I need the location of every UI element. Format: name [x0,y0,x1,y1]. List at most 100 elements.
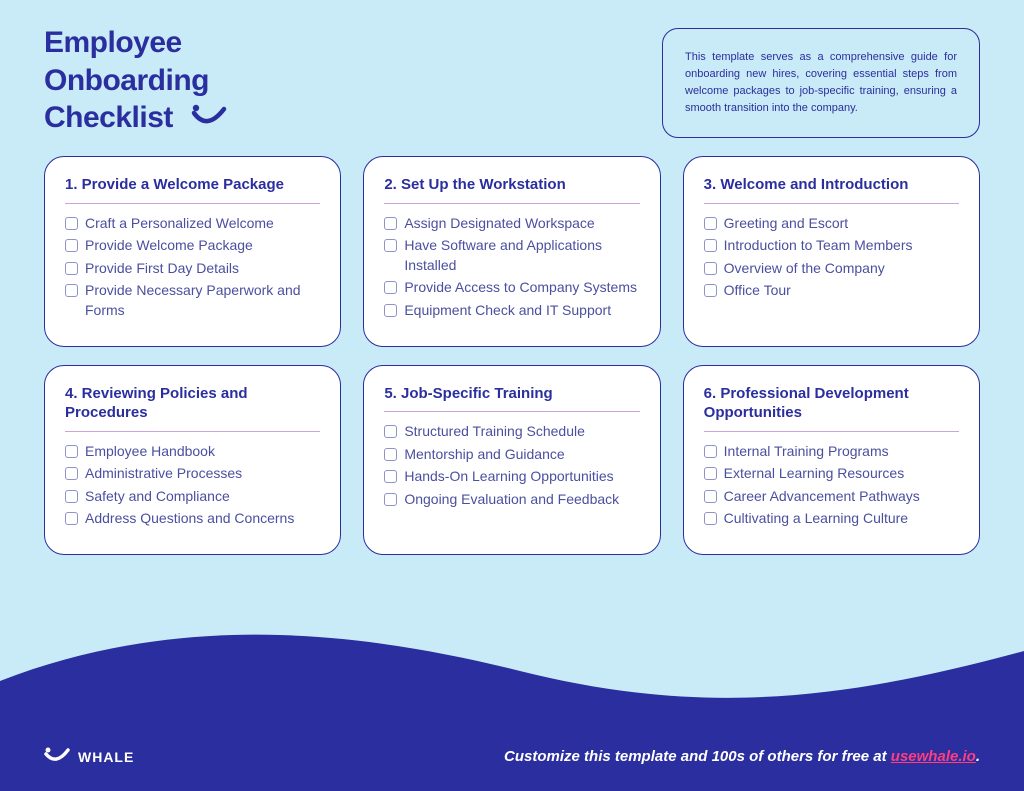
checkbox[interactable] [65,467,78,480]
card-title: 6. Professional Development Opportunitie… [704,384,959,423]
checklist-item: Craft a Personalized Welcome [65,214,320,234]
title-line-3: Checklist [44,99,173,137]
checkbox[interactable] [384,493,397,506]
item-label: Hands-On Learning Opportunities [404,467,613,487]
checkbox[interactable] [384,425,397,438]
checklist-item: Provide Welcome Package [65,236,320,256]
description-text: This template serves as a comprehensive … [685,49,957,117]
whale-smile-icon [191,103,227,132]
card-divider [384,203,639,204]
checklist-item: External Learning Resources [704,464,959,484]
item-label: Greeting and Escort [724,214,849,234]
item-label: Provide Welcome Package [85,236,253,256]
item-label: Cultivating a Learning Culture [724,509,908,529]
checkbox[interactable] [704,490,717,503]
item-label: Internal Training Programs [724,442,889,462]
checklist-item: Employee Handbook [65,442,320,462]
page-title-block: Employee Onboarding Checklist [44,24,227,137]
checklist-item: Structured Training Schedule [384,422,639,442]
checkbox[interactable] [384,217,397,230]
checklist-item: Provide First Day Details [65,259,320,279]
description-box: This template serves as a comprehensive … [662,28,980,138]
card-title: 2. Set Up the Workstation [384,175,639,195]
item-label: Provide Necessary Paperwork and Forms [85,281,320,320]
cta-suffix: . [976,748,980,765]
checkbox[interactable] [384,281,397,294]
item-label: Craft a Personalized Welcome [85,214,274,234]
cta-link[interactable]: usewhale.io [891,748,976,765]
checklist-item: Safety and Compliance [65,487,320,507]
checkbox[interactable] [65,490,78,503]
card-divider [704,431,959,432]
checkbox[interactable] [65,262,78,275]
card-title: 3. Welcome and Introduction [704,175,959,195]
cta-prefix: Customize this template and 100s of othe… [504,748,891,765]
checklist-item: Introduction to Team Members [704,236,959,256]
checkbox[interactable] [384,448,397,461]
checkbox[interactable] [384,470,397,483]
checklist-item: Assign Designated Workspace [384,214,639,234]
checkbox[interactable] [704,262,717,275]
title-line-1: Employee [44,24,227,62]
card-divider [704,203,959,204]
checklist-card: 3. Welcome and Introduction Greeting and … [683,156,980,346]
brand-block: WHALE [44,746,134,767]
item-label: Office Tour [724,281,791,301]
item-label: Ongoing Evaluation and Feedback [404,490,619,510]
checkbox[interactable] [65,217,78,230]
checklist-card: 1. Provide a Welcome Package Craft a Pers… [44,156,341,346]
item-label: Equipment Check and IT Support [404,301,611,321]
checklist-card: 6. Professional Development Opportunitie… [683,365,980,555]
checkbox[interactable] [704,239,717,252]
checkbox[interactable] [384,304,397,317]
checkbox[interactable] [384,239,397,252]
checkbox[interactable] [65,239,78,252]
checklist-item: Career Advancement Pathways [704,487,959,507]
whale-logo-icon [44,746,70,767]
item-label: Administrative Processes [85,464,242,484]
checklist-item: Overview of the Company [704,259,959,279]
brand-name: WHALE [78,749,134,765]
checkbox[interactable] [65,445,78,458]
checkbox[interactable] [704,217,717,230]
item-label: Provide First Day Details [85,259,239,279]
checklist-item: Internal Training Programs [704,442,959,462]
checklist-item: Mentorship and Guidance [384,445,639,465]
checklist-item: Have Software and Applications Installed [384,236,639,275]
footer-cta: Customize this template and 100s of othe… [504,748,980,765]
checklist-card: 4. Reviewing Policies and Procedures Empl… [44,365,341,555]
checkbox[interactable] [704,467,717,480]
item-label: Introduction to Team Members [724,236,913,256]
card-divider [65,203,320,204]
item-label: Have Software and Applications Installed [404,236,639,275]
card-title: 4. Reviewing Policies and Procedures [65,384,320,423]
item-label: Address Questions and Concerns [85,509,294,529]
item-label: External Learning Resources [724,464,905,484]
checklist-item: Provide Necessary Paperwork and Forms [65,281,320,320]
card-title: 5. Job-Specific Training [384,384,639,404]
card-divider [384,411,639,412]
checklist-card: 2. Set Up the Workstation Assign Designat… [363,156,660,346]
checkbox[interactable] [704,512,717,525]
checklist-item: Hands-On Learning Opportunities [384,467,639,487]
checklist-item: Ongoing Evaluation and Feedback [384,490,639,510]
checklist-item: Greeting and Escort [704,214,959,234]
item-label: Provide Access to Company Systems [404,278,637,298]
checklist-item: Cultivating a Learning Culture [704,509,959,529]
checklist-item: Provide Access to Company Systems [384,278,639,298]
checkbox[interactable] [65,512,78,525]
item-label: Mentorship and Guidance [404,445,564,465]
checkbox[interactable] [704,284,717,297]
item-label: Overview of the Company [724,259,885,279]
item-label: Structured Training Schedule [404,422,585,442]
checkbox[interactable] [704,445,717,458]
checklist-item: Office Tour [704,281,959,301]
checklist-grid: 1. Provide a Welcome Package Craft a Pers… [0,138,1024,555]
item-label: Safety and Compliance [85,487,230,507]
checklist-item: Equipment Check and IT Support [384,301,639,321]
checklist-item: Address Questions and Concerns [65,509,320,529]
card-divider [65,431,320,432]
card-title: 1. Provide a Welcome Package [65,175,320,195]
checkbox[interactable] [65,284,78,297]
checklist-card: 5. Job-Specific Training Structured Train… [363,365,660,555]
